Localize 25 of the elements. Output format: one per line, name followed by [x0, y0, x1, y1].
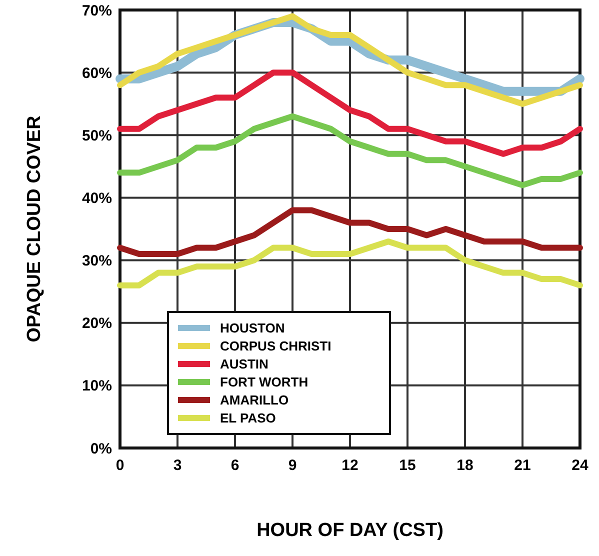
legend-label: EL PASO: [220, 410, 276, 426]
x-tick-label: 9: [288, 457, 297, 474]
x-axis-title: HOUR OF DAY (CST): [256, 520, 444, 541]
x-tick-label: 0: [116, 457, 124, 474]
legend-label: HOUSTON: [220, 320, 285, 336]
y-tick-label: 20%: [82, 315, 112, 332]
legend-label: AUSTIN: [220, 356, 268, 372]
x-tick-label: 6: [230, 457, 240, 474]
legend-label: CORPUS CHRISTI: [220, 338, 332, 354]
legend-label: AMARILLO: [220, 392, 289, 408]
legend-label: FORT WORTH: [220, 374, 308, 390]
y-tick-label: 30%: [82, 252, 112, 270]
x-tick-label: 12: [342, 457, 358, 474]
x-tick-label: 3: [173, 457, 182, 474]
y-tick-label: 0%: [90, 440, 112, 458]
y-tick-label: 50%: [82, 127, 112, 144]
x-tick-label: 15: [399, 457, 416, 474]
x-tick-label: 24: [572, 457, 589, 474]
y-tick-label: 10%: [82, 378, 112, 395]
y-tick-label: 70%: [82, 2, 112, 20]
y-axis-title: OPAQUE CLOUD COVER: [24, 115, 45, 342]
x-tick-label: 18: [456, 457, 474, 474]
y-tick-label: 60%: [82, 64, 112, 82]
x-tick-label: 21: [514, 457, 531, 474]
y-tick-label: 40%: [82, 190, 112, 207]
